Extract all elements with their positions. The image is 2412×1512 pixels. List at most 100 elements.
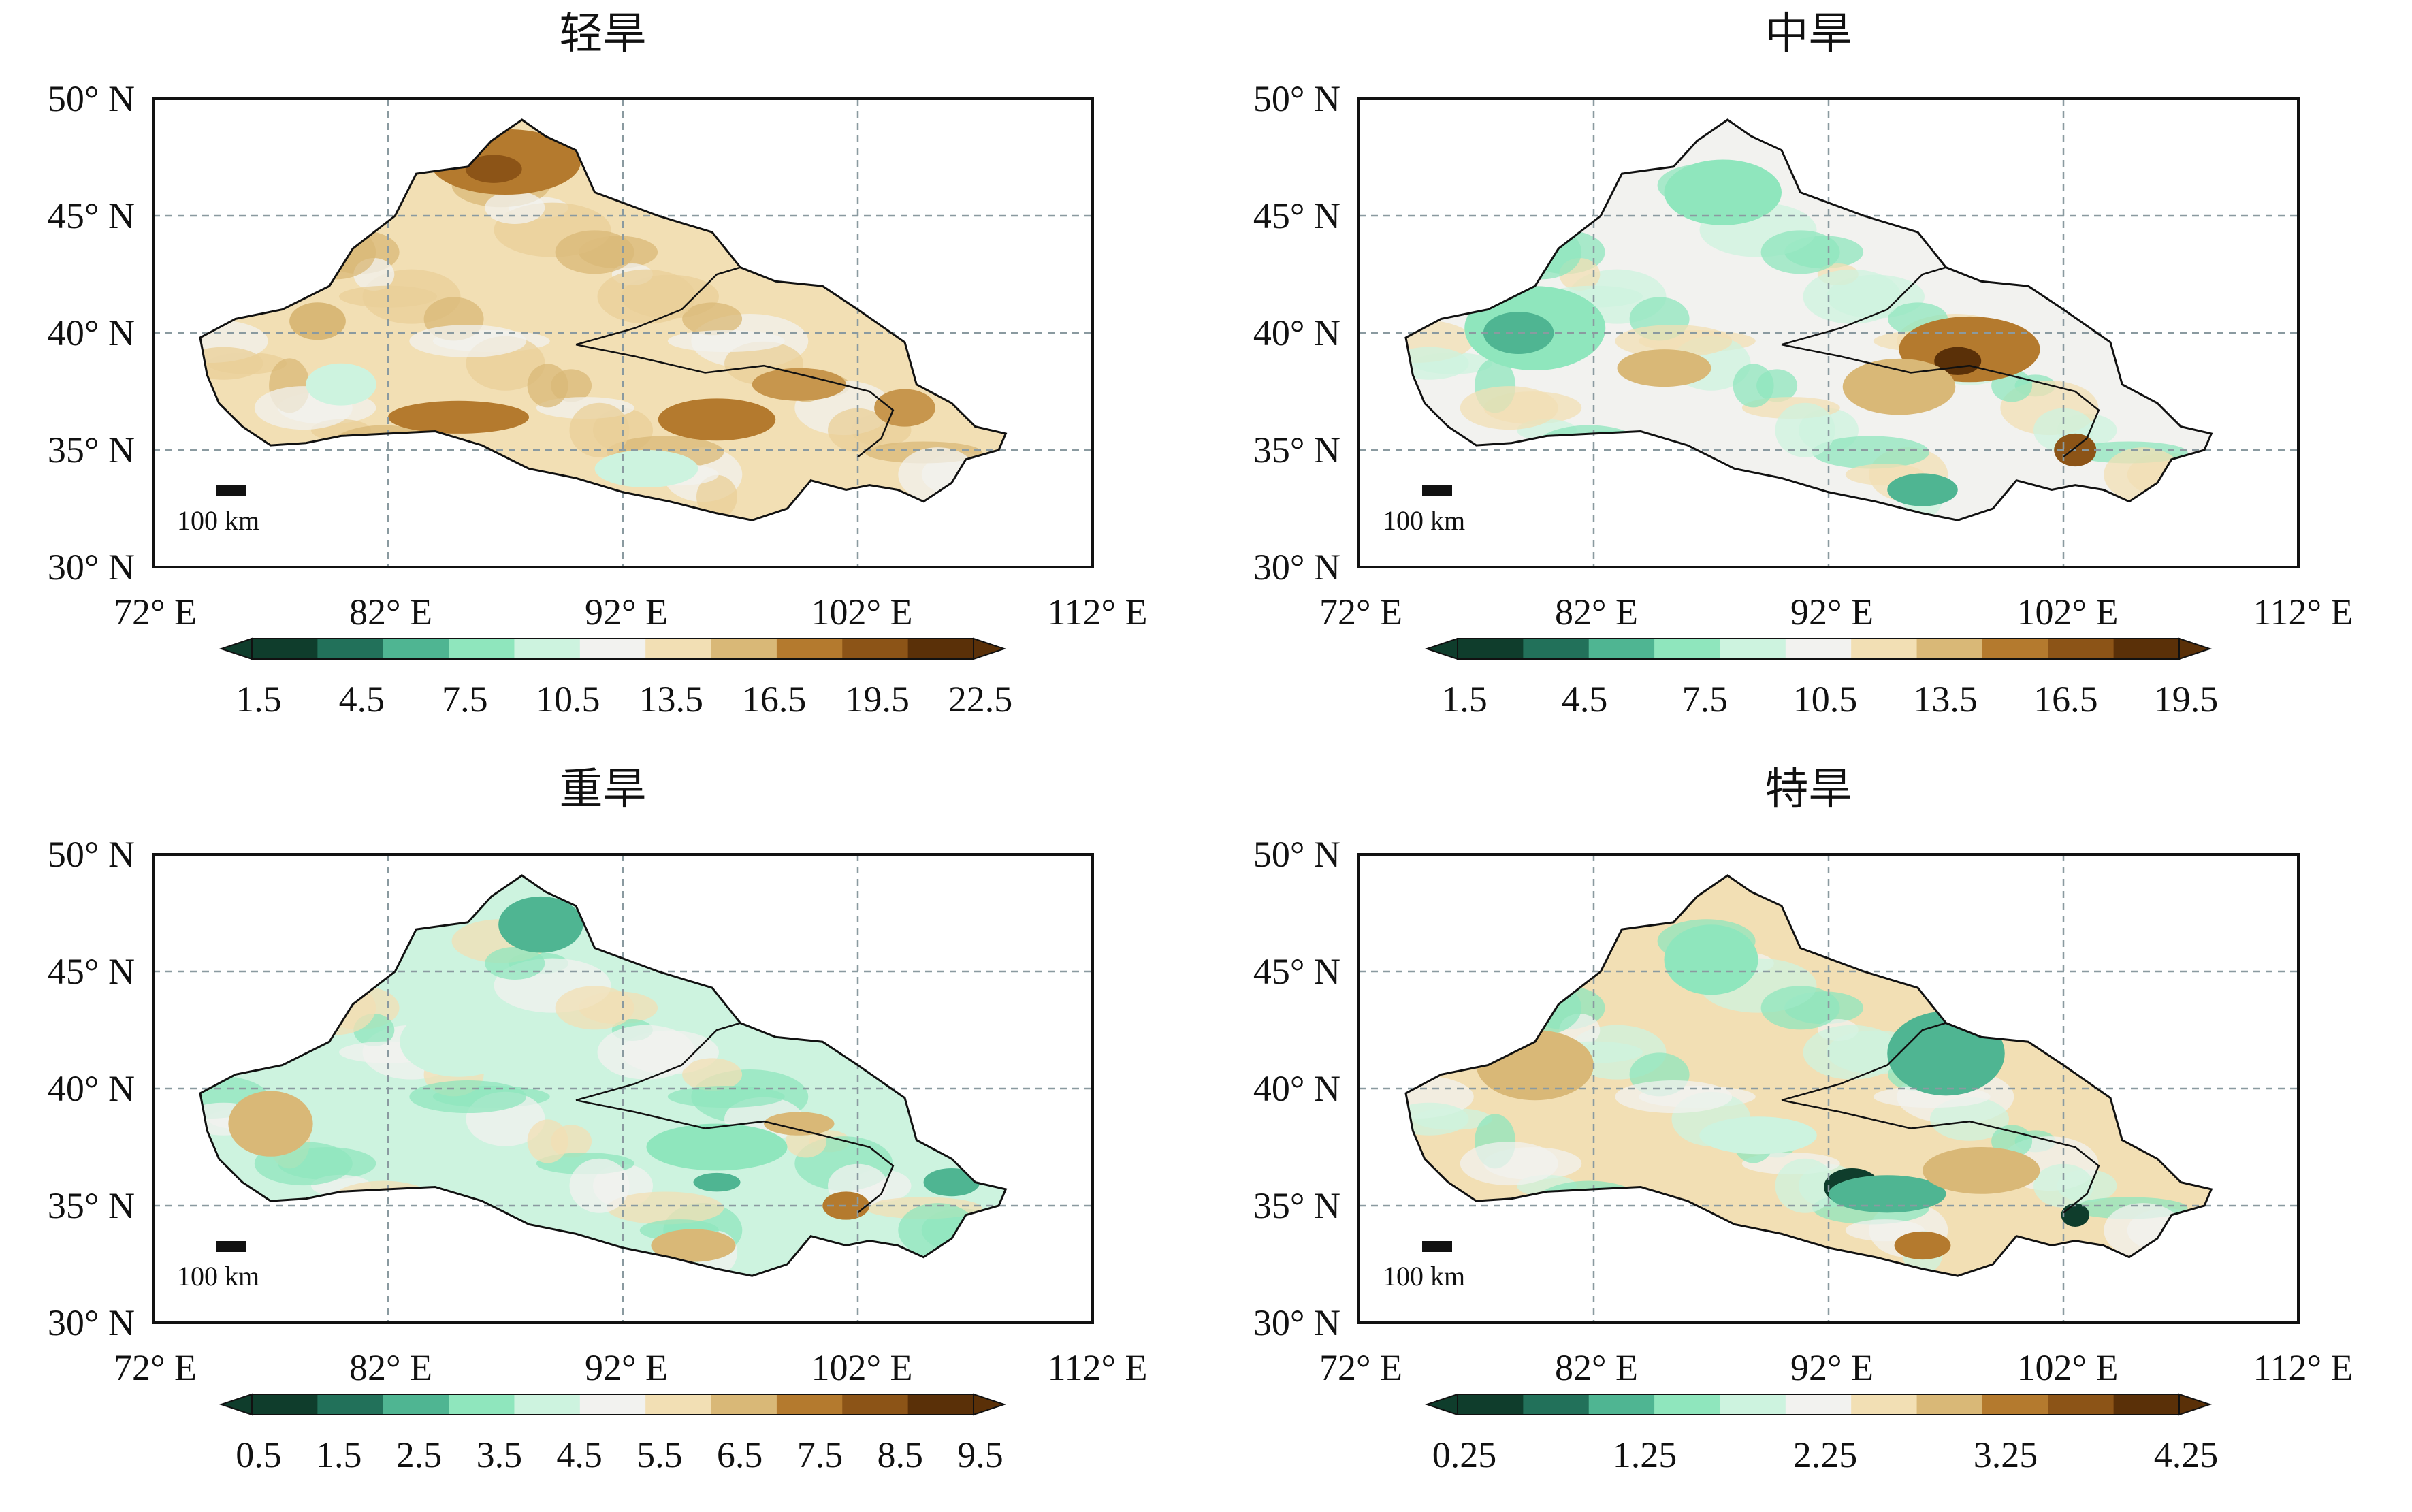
colorbar-tick-label: 7.5	[1682, 679, 1728, 720]
province-boundary	[1781, 343, 2100, 458]
colorbar-arrow-left	[219, 637, 253, 660]
colorbar-tick-label: 4.5	[338, 679, 385, 720]
colorbar-swatch	[1458, 639, 1524, 659]
colorbar-swatch	[317, 639, 384, 659]
panel-title: 重旱	[559, 765, 647, 815]
field-anomaly	[923, 1168, 980, 1197]
lon-label-92: 92° E	[584, 592, 669, 632]
colorbar-swatch	[383, 1394, 449, 1415]
field-anomaly	[1617, 349, 1711, 387]
panel-title: 特旱	[1765, 765, 1852, 815]
field-anomaly	[388, 400, 529, 434]
field-patch	[667, 330, 785, 353]
colorbar-swatch	[1851, 639, 1918, 659]
colorbar-swatch	[1654, 1394, 1720, 1415]
field-patch	[607, 1191, 724, 1225]
field-anomaly	[400, 1006, 517, 1077]
colorbar-swatch	[2113, 1394, 2180, 1415]
colorbar-arrow-right	[973, 1393, 1007, 1416]
map-panel-light-drought: 轻旱 50° N 45° N 40° N 35° N 30° N 72° E 8…	[0, 0, 1206, 756]
colorbar-tick-label: 19.5	[2153, 679, 2219, 720]
field-anomaly	[289, 302, 346, 340]
province-boundary	[575, 343, 895, 458]
field-patch	[1812, 436, 1930, 469]
lon-label-112: 112° E	[2253, 1347, 2353, 1388]
colorbar-tick-label: 10.5	[1792, 679, 1858, 720]
lat-label-35: 35° N	[47, 430, 135, 470]
colorbar-tick-label: 2.25	[1792, 1434, 1858, 1475]
colorbar-arrow-left	[1424, 637, 1458, 660]
field-patch	[569, 1158, 630, 1213]
field-patch	[409, 1080, 527, 1114]
colorbar-swatch	[1523, 1394, 1590, 1415]
scale-bar	[216, 485, 246, 496]
field-patch	[1775, 402, 1835, 457]
colorbar-swatch	[1916, 1394, 1983, 1415]
colorbar-tick-label: 22.5	[948, 679, 1013, 720]
colorbar-swatch	[579, 639, 646, 659]
field-anomaly	[1829, 1175, 1946, 1213]
field-anomaly	[1699, 1116, 1817, 1155]
field-patch	[1775, 1158, 1835, 1213]
province-boundary	[575, 1022, 741, 1101]
field-patch	[1733, 364, 1774, 408]
colorbar-swatch	[1851, 1394, 1918, 1415]
colorbar-outline	[251, 638, 974, 660]
lat-label-50: 50° N	[1253, 78, 1340, 119]
field-anomaly	[752, 368, 846, 401]
colorbar-arrow-right	[2178, 1393, 2213, 1416]
lat-label-35: 35° N	[1253, 430, 1340, 470]
scale-bar-label: 100 km	[1383, 1261, 1466, 1291]
lon-label-92: 92° E	[1790, 592, 1874, 632]
map-frame	[152, 97, 1094, 568]
field-patch	[1760, 230, 1840, 274]
colorbar-tick-label: 2.5	[396, 1434, 443, 1475]
field-anomaly	[1887, 473, 1958, 506]
field-patch	[696, 474, 737, 519]
field-patch	[597, 1025, 696, 1080]
lon-label-72: 72° E	[113, 1347, 197, 1388]
colorbar-swatch	[1982, 639, 2048, 659]
field-anomaly	[651, 1229, 736, 1262]
lon-label-112: 112° E	[1047, 592, 1148, 632]
colorbar-swatch	[645, 1394, 712, 1415]
colorbar-tick-label: 4.25	[2153, 1434, 2219, 1475]
map-svg	[1357, 853, 2300, 1416]
colorbar-swatch	[1982, 1394, 2048, 1415]
colorbar-swatch	[449, 639, 515, 659]
field-anomaly	[1664, 924, 1758, 995]
colorbar-swatch	[711, 1394, 777, 1415]
province-boundary	[1781, 1022, 1946, 1101]
field-patch	[409, 325, 527, 358]
field-patch	[1803, 1025, 1901, 1080]
lat-label-35: 35° N	[47, 1185, 135, 1226]
colorbar-tick-label: 16.5	[2033, 679, 2098, 720]
lat-label-40: 40° N	[47, 312, 135, 353]
lat-label-50: 50° N	[47, 78, 135, 119]
colorbar-swatch	[383, 639, 449, 659]
field-patch	[569, 402, 630, 457]
colorbar-swatch	[1523, 639, 1590, 659]
colorbar-swatch	[2113, 639, 2180, 659]
field-anomaly	[465, 155, 522, 183]
field-patch	[527, 1119, 568, 1163]
lon-label-102: 102° E	[811, 592, 913, 632]
colorbar-swatch	[645, 639, 712, 659]
colorbar-swatch	[252, 639, 318, 659]
lon-label-72: 72° E	[1319, 1347, 1403, 1388]
colorbar-swatch	[1654, 639, 1720, 659]
colorbar-tick-label: 3.25	[1973, 1434, 2038, 1475]
province-boundary	[1781, 266, 1946, 346]
lon-label-82: 82° E	[1554, 592, 1639, 632]
map-panel-extreme-drought: 特旱 50° N 45° N 40° N 35° N 30° N 72° E 8…	[1206, 756, 2411, 1511]
field-anomaly	[1894, 1231, 1951, 1260]
colorbar-tick-label: 19.5	[845, 679, 910, 720]
field-patch	[1460, 1142, 1558, 1186]
field-patch	[485, 191, 545, 224]
field-anomaly	[646, 1123, 788, 1171]
lon-label-102: 102° E	[811, 1347, 913, 1388]
colorbar-outline	[251, 1394, 974, 1415]
scale-bar	[1422, 1241, 1452, 1252]
field-anomaly	[306, 363, 376, 406]
colorbar-tick-label: 6.5	[716, 1434, 763, 1475]
